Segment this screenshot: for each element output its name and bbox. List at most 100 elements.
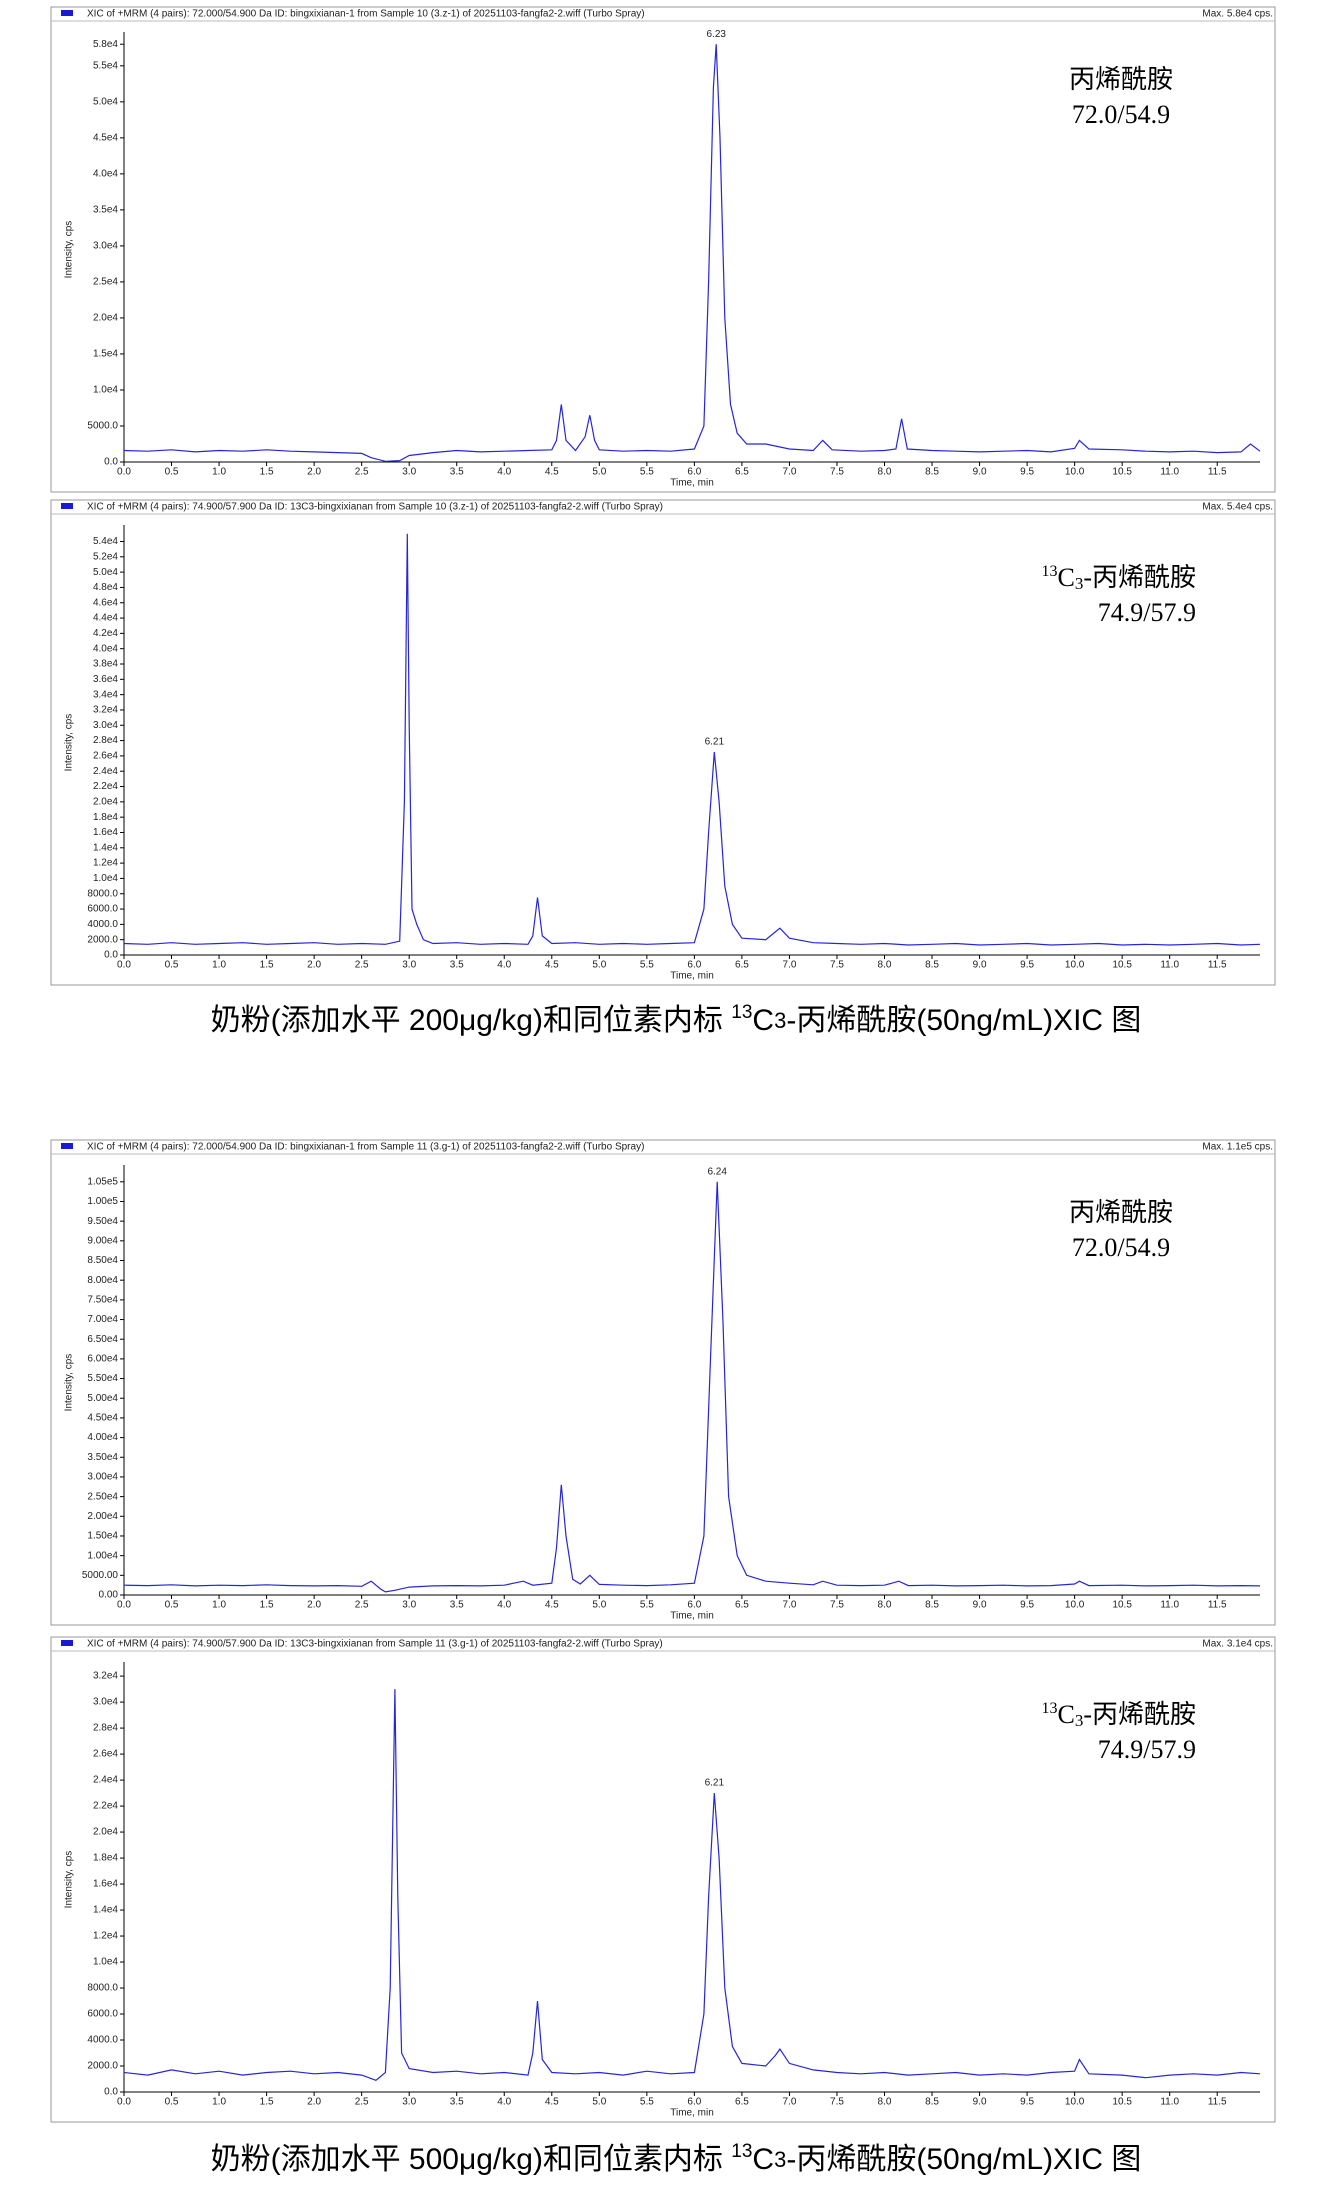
y-tick-label: 5000.00	[82, 1570, 119, 1581]
y-tick-label: 2.8e4	[93, 735, 118, 746]
y-tick-label: 5.2e4	[93, 551, 118, 562]
y-tick-label: 1.4e4	[93, 842, 118, 853]
y-tick-label: 1.6e4	[93, 1879, 118, 1890]
header-icon	[61, 1640, 73, 1646]
x-tick-label: 5.0	[592, 960, 606, 971]
x-tick-label: 3.0	[402, 1600, 416, 1611]
y-tick-label: 1.0e4	[93, 1957, 118, 1968]
y-tick-label: 2.6e4	[93, 751, 118, 762]
x-tick-label: 4.0	[497, 1600, 511, 1611]
header-icon	[61, 503, 73, 509]
x-tick-label: 7.5	[830, 960, 844, 971]
x-tick-label: 7.5	[830, 1600, 844, 1611]
x-tick-label: 8.0	[878, 1600, 892, 1611]
x-tick-label: 2.5	[355, 2097, 369, 2108]
y-tick-label: 2.2e4	[93, 1801, 118, 1812]
y-tick-label: 1.8e4	[93, 1853, 118, 1864]
x-tick-label: 10.5	[1112, 2097, 1132, 2108]
x-tick-label: 0.0	[117, 960, 131, 971]
y-tick-label: 5000.0	[87, 421, 118, 432]
y-tick-label: 2.5e4	[93, 277, 118, 288]
x-tick-label: 2.0	[307, 960, 321, 971]
y-tick-label: 3.00e4	[87, 1472, 118, 1483]
atom-count: 3	[1075, 574, 1084, 593]
x-tick-label: 9.0	[973, 1600, 987, 1611]
y-tick-label: 7.00e4	[87, 1314, 118, 1325]
x-tick-label: 2.5	[355, 1600, 369, 1611]
y-tick-label: 3.0e4	[93, 241, 118, 252]
transition: 74.9/57.9	[1098, 1735, 1196, 1764]
x-axis-label: Time, min	[670, 1611, 714, 1622]
y-tick-label: 7.50e4	[87, 1295, 118, 1306]
compound-name: 13C3-丙烯酰胺	[1041, 1700, 1196, 1730]
transition: 74.9/57.9	[1098, 598, 1196, 627]
chart-panel: XIC of +MRM (4 pairs): 72.000/54.900 Da …	[50, 6, 1276, 493]
x-tick-label: 6.0	[687, 960, 701, 971]
y-tick-label: 3.2e4	[93, 1671, 118, 1682]
x-tick-label: 0.0	[117, 2097, 131, 2108]
header-text: XIC of +MRM (4 pairs): 72.000/54.900 Da …	[87, 9, 645, 20]
y-tick-label: 1.0e4	[93, 873, 118, 884]
x-tick-label: 8.0	[878, 2097, 892, 2108]
trace	[123, 1181, 1261, 1593]
x-tick-label: 0.5	[165, 2097, 179, 2108]
y-tick-label: 5.4e4	[93, 536, 118, 547]
x-tick-label: 5.0	[592, 2097, 606, 2108]
y-tick-label: 3.50e4	[87, 1452, 118, 1463]
x-tick-label: 0.5	[165, 960, 179, 971]
y-tick-label: 3.4e4	[93, 689, 118, 700]
max-label: Max. 1.1e5 cps.	[1202, 1142, 1273, 1153]
compound-name: 丙烯酰胺	[1069, 1198, 1173, 1227]
x-tick-label: 6.0	[687, 467, 701, 478]
y-tick-label: 1.2e4	[93, 1931, 118, 1942]
x-tick-label: 9.5	[1020, 2097, 1034, 2108]
isotope-mass: 13	[1041, 1700, 1057, 1717]
y-axis-label: Intensity, cps	[64, 1354, 75, 1412]
y-tick-label: 2.6e4	[93, 1749, 118, 1760]
x-tick-label: 5.5	[640, 2097, 654, 2108]
y-tick-label: 3.5e4	[93, 205, 118, 216]
y-tick-label: 4.0e4	[93, 169, 118, 180]
y-tick-label: 1.8e4	[93, 812, 118, 823]
y-tick-label: 5.50e4	[87, 1373, 118, 1384]
x-axis-label: Time, min	[670, 2108, 714, 2119]
panel-frame	[50, 1139, 1276, 1626]
y-tick-label: 5.5e4	[93, 60, 118, 71]
y-tick-label: 4.6e4	[93, 597, 118, 608]
y-tick-label: 4.0e4	[93, 643, 118, 654]
x-tick-label: 8.5	[925, 960, 939, 971]
y-tick-label: 4.00e4	[87, 1432, 118, 1443]
x-tick-label: 8.0	[878, 960, 892, 971]
x-tick-label: 3.5	[450, 467, 464, 478]
caption-text: -丙烯酰胺(50ng/mL)XIC 图	[786, 1004, 1141, 1037]
y-tick-label: 1.5e4	[93, 349, 118, 360]
x-tick-label: 6.5	[735, 1600, 749, 1611]
y-tick-label: 8000.0	[87, 1983, 118, 1994]
y-tick-label: 6.50e4	[87, 1334, 118, 1345]
x-tick-label: 7.5	[830, 467, 844, 478]
x-tick-label: 10.5	[1112, 467, 1132, 478]
x-axis-label: Time, min	[670, 971, 714, 982]
x-tick-label: 10.5	[1112, 1600, 1132, 1611]
y-tick-label: 0.00	[99, 1590, 119, 1601]
y-tick-label: 2.4e4	[93, 766, 118, 777]
x-tick-label: 8.5	[925, 467, 939, 478]
element: C	[752, 1004, 774, 1037]
y-tick-label: 4000.0	[87, 919, 118, 930]
x-tick-label: 9.0	[973, 960, 987, 971]
max-label: Max. 5.8e4 cps.	[1202, 9, 1273, 20]
x-tick-label: 11.5	[1208, 2097, 1227, 2108]
x-tick-label: 1.5	[260, 467, 274, 478]
y-tick-label: 1.00e5	[87, 1196, 118, 1207]
y-tick-label: 4.50e4	[87, 1413, 118, 1424]
peak-label: 6.21	[705, 1778, 725, 1789]
atom-count: 3	[774, 2147, 786, 2172]
y-tick-label: 1.4e4	[93, 1905, 118, 1916]
x-tick-label: 4.0	[497, 960, 511, 971]
y-tick-label: 4.8e4	[93, 582, 118, 593]
y-tick-label: 4.2e4	[93, 628, 118, 639]
x-tick-label: 3.0	[402, 467, 416, 478]
peak-label: 6.23	[707, 29, 727, 40]
